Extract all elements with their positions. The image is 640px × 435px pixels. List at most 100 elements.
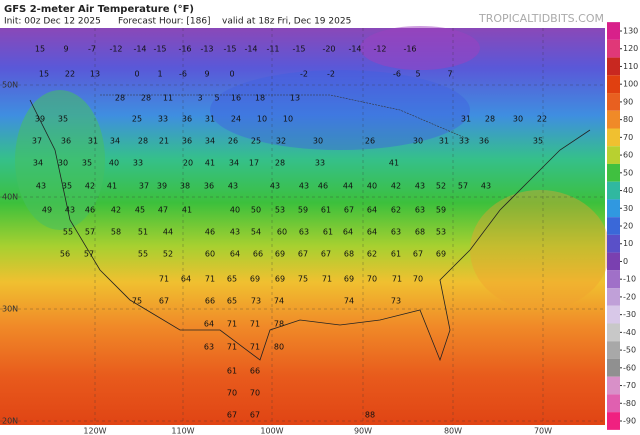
colorbar-label: 80 <box>623 115 633 124</box>
station-value: 34 <box>110 137 120 146</box>
lon-label: 110W <box>171 427 194 435</box>
station-value: 58 <box>111 228 121 237</box>
station-value: 9 <box>204 70 209 79</box>
station-value: 20 <box>183 159 193 168</box>
station-value: 52 <box>436 182 446 191</box>
colorbar-label: -80 <box>623 399 636 408</box>
station-value: -13 <box>200 45 213 54</box>
colorbar-swatch <box>607 394 620 413</box>
station-value: 37 <box>139 182 149 191</box>
colorbar-label: 120 <box>623 44 638 53</box>
station-value: 62 <box>367 250 377 259</box>
station-value: -12 <box>373 45 386 54</box>
station-value: 41 <box>182 206 192 215</box>
station-value: 5 <box>415 70 420 79</box>
station-value: 67 <box>344 206 354 215</box>
station-value: 57 <box>85 228 95 237</box>
station-value: 73 <box>251 297 261 306</box>
station-value: 28 <box>141 94 151 103</box>
colorbar-label: 100 <box>623 80 638 89</box>
colorbar-label: 20 <box>623 222 633 231</box>
graticule <box>0 28 605 425</box>
station-value: 36 <box>182 137 192 146</box>
station-value: 30 <box>513 115 523 124</box>
station-value: 61 <box>321 206 331 215</box>
station-value: 3 <box>197 94 202 103</box>
station-value: 41 <box>107 182 117 191</box>
station-value: 36 <box>61 137 71 146</box>
station-value: 22 <box>537 115 547 124</box>
station-value: 13 <box>90 70 100 79</box>
colorbar-swatch <box>607 288 620 306</box>
lat-label: 20N <box>2 417 18 426</box>
station-value: 71 <box>322 275 332 284</box>
station-value: 34 <box>33 159 43 168</box>
station-value: 43 <box>481 182 491 191</box>
station-value: 65 <box>227 297 237 306</box>
station-value: 71 <box>159 275 169 284</box>
station-value: 9 <box>63 45 68 54</box>
station-value: 46 <box>85 206 95 215</box>
station-value: 13 <box>290 94 300 103</box>
lat-label: 40N <box>2 193 18 202</box>
station-value: 41 <box>389 159 399 168</box>
station-value: 67 <box>321 250 331 259</box>
colorbar-label: 60 <box>623 151 633 160</box>
colorbar-swatch <box>607 323 620 342</box>
station-value: 36 <box>204 182 214 191</box>
colorbar-swatch <box>607 341 620 359</box>
station-value: 40 <box>367 182 377 191</box>
station-value: 33 <box>459 137 469 146</box>
station-value: 28 <box>115 94 125 103</box>
station-value: 47 <box>158 206 168 215</box>
station-value: 74 <box>344 297 354 306</box>
station-value: 59 <box>298 206 308 215</box>
station-value: 69 <box>275 275 285 284</box>
station-value: 22 <box>65 70 75 79</box>
colorbar-label: 110 <box>623 62 638 71</box>
colorbar-label: 0 <box>623 257 628 266</box>
station-value: 30 <box>313 137 323 146</box>
field-cold <box>210 70 470 150</box>
colorbar-label: -30 <box>623 310 636 319</box>
station-value: 64 <box>230 250 240 259</box>
station-value: 18 <box>255 94 265 103</box>
field-atlantic <box>470 190 610 310</box>
station-value: 67 <box>159 297 169 306</box>
station-value: 67 <box>298 250 308 259</box>
temperature-field <box>0 28 605 425</box>
colorbar-label: -40 <box>623 328 636 337</box>
colorbar-swatch <box>607 412 620 430</box>
station-value: 15 <box>35 45 45 54</box>
station-value: -20 <box>322 45 335 54</box>
station-value: 63 <box>204 343 214 352</box>
station-value: 71 <box>205 275 215 284</box>
station-value: 46 <box>205 228 215 237</box>
station-value: 42 <box>111 206 121 215</box>
station-value: 17 <box>249 159 259 168</box>
station-value: -14 <box>348 45 361 54</box>
colorbar-swatch <box>607 22 620 40</box>
colorbar: 1301201101009080706050403020100-10-20-30… <box>607 22 638 430</box>
colorbar-label: -70 <box>623 381 636 390</box>
station-value: 15 <box>39 70 49 79</box>
station-value: 66 <box>250 367 260 376</box>
station-value: -15 <box>153 45 166 54</box>
station-value: 46 <box>318 182 328 191</box>
station-value: 88 <box>365 411 375 420</box>
station-value: 26 <box>365 137 375 146</box>
station-value: 61 <box>323 228 333 237</box>
station-value: 31 <box>88 137 98 146</box>
station-value: 64 <box>343 228 353 237</box>
station-value: 30 <box>58 159 68 168</box>
station-value: -2 <box>327 70 335 79</box>
station-value: -15 <box>223 45 236 54</box>
colorbar-label: -90 <box>623 417 636 426</box>
colorbar-swatch <box>607 358 620 377</box>
station-value: 40 <box>109 159 119 168</box>
lon-label: 120W <box>83 427 106 435</box>
station-value: -2 <box>300 70 308 79</box>
station-value: 64 <box>367 206 377 215</box>
